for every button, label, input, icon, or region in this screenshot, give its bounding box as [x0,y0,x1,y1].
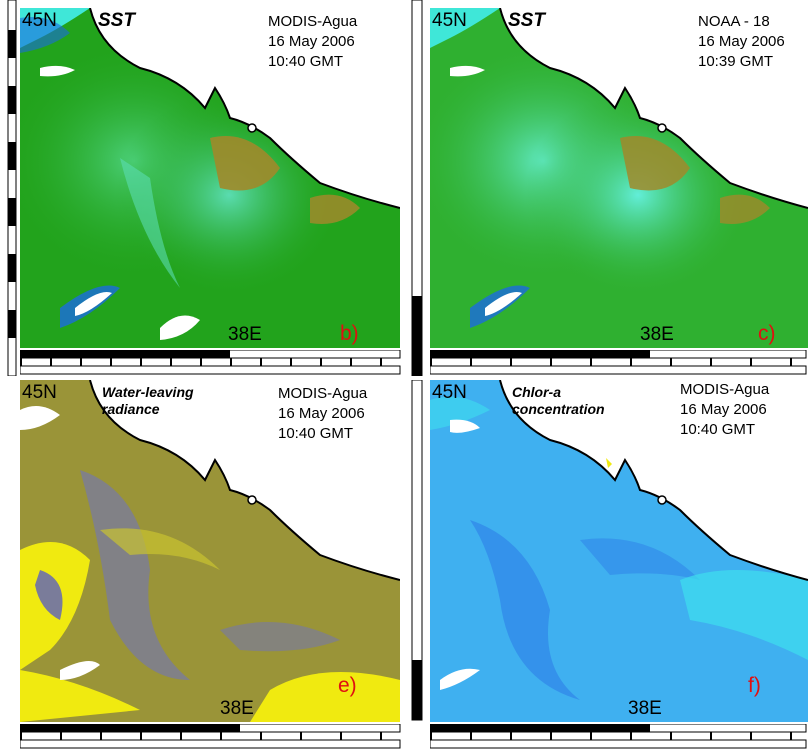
latitude-label: 45N [432,382,467,403]
sensor-info: NOAA - 18 16 May 2006 10:39 GMT [698,12,785,72]
horizontal-scale-bar-b [20,350,402,376]
panel-title-line-1: Chlor-a [512,384,561,400]
panel-tag: c) [758,322,776,345]
map-panel-sst-noaa: 45N SST NOAA - 18 16 May 2006 10:39 GMT … [430,8,808,348]
sensor-info: MODIS-Agua 16 May 2006 10:40 GMT [680,380,769,440]
panel-tag: e) [338,674,357,697]
latitude-label: 45N [22,10,57,31]
map-panel-chlor: 45N Chlor-a concentration MODIS-Agua 16 … [430,380,808,722]
panel-title: Water-leaving radiance [102,384,194,418]
vertical-scale-bar-bottom-right [402,379,428,750]
panel-tag: b) [340,322,359,345]
sensor-date: 16 May 2006 [698,33,785,50]
sensor-date: 16 May 2006 [278,405,365,422]
panel-title-line-2: radiance [102,401,160,417]
longitude-label: 38E [640,324,674,345]
horizontal-scale-bar-e [20,724,402,750]
longitude-label: 38E [228,324,262,345]
sensor-time: 10:40 GMT [268,53,344,70]
radiance-image [20,380,400,722]
horizontal-scale-bar-f [430,724,808,750]
longitude-label: 38E [220,698,254,719]
sensor-info: MODIS-Agua 16 May 2006 10:40 GMT [268,12,357,72]
panel-title: Chlor-a concentration [512,384,605,418]
panel-title: SST [98,10,135,31]
chlor-image [430,380,808,722]
sensor-name: NOAA - 18 [698,13,770,30]
map-panel-sst-modis: 45N SST MODIS-Agua 16 May 2006 10:40 GMT… [20,8,400,348]
vertical-scale-bar-top-left [0,0,18,377]
sensor-time: 10:39 GMT [698,53,774,70]
longitude-label: 38E [628,698,662,719]
sensor-info: MODIS-Agua 16 May 2006 10:40 GMT [278,384,367,444]
panel-title-line-2: concentration [512,401,605,417]
sensor-name: MODIS-Agua [268,13,358,30]
latitude-label: 45N [22,382,57,403]
sensor-time: 10:40 GMT [278,425,354,442]
sensor-date: 16 May 2006 [680,401,767,418]
sst-noaa-image [430,8,808,348]
sensor-name: MODIS-Agua [278,385,368,402]
horizontal-scale-bar-c [430,350,808,376]
map-panel-radiance: 45N Water-leaving radiance MODIS-Agua 16… [20,380,400,722]
sensor-name: MODIS-Agua [680,381,770,398]
sensor-time: 10:40 GMT [680,421,756,438]
sst-modis-image [20,8,400,348]
panel-title-line-1: Water-leaving [102,384,194,400]
sensor-date: 16 May 2006 [268,33,355,50]
latitude-label: 45N [432,10,467,31]
panel-tag: f) [748,674,761,697]
vertical-scale-bar-top-right [402,0,428,377]
panel-title: SST [508,10,545,31]
